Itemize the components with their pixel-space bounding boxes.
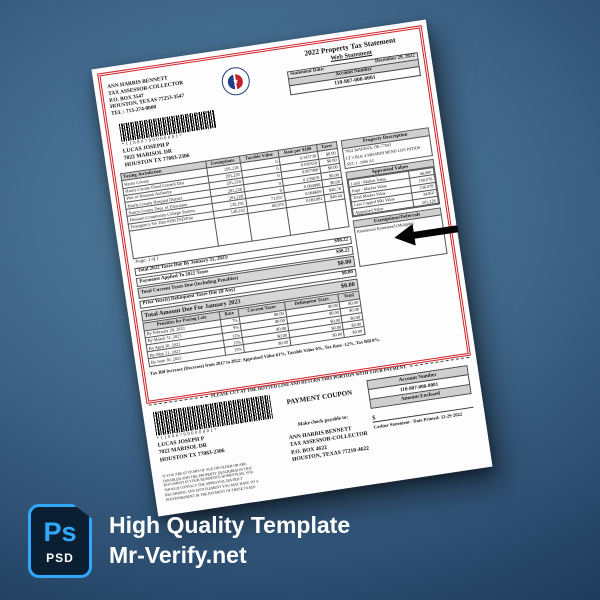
psd-label: PSD	[46, 551, 74, 565]
tax-statement-page: ANN HARRIS BENNETT TAX ASSESSOR-COLLECTOR…	[91, 19, 493, 517]
coupon-title: PAYMENT COUPON	[286, 388, 353, 407]
branding-line-1: High Quality Template	[109, 512, 351, 539]
summary-value: $0.00	[340, 280, 356, 290]
summary-value: $98.22	[334, 237, 349, 245]
senior-disabled-disclaimer: IF YOU ARE 65 YEARS OF AGE OR OLDER OR A…	[162, 461, 259, 503]
branding-text: High Quality Template Mr-Verify.net	[109, 511, 350, 571]
photoshop-psd-icon: Ps PSD	[28, 504, 92, 578]
payee-address-block: ANN HARRIS BENNETT TAX ASSESSOR-COLLECTOR…	[289, 423, 375, 464]
county-seal-icon: ★	[219, 65, 252, 98]
left-column: Taxing Jurisdiction Exemptions Taxable V…	[120, 141, 365, 367]
coupon-right: Account Number 110-807-000-0001 Amount E…	[366, 365, 481, 471]
currency-prefix: $	[371, 415, 376, 422]
branding-footer: Ps PSD High Quality Template Mr-Verify.n…	[28, 504, 350, 578]
coupon-left: *11080700000001* LUCAS JOSEPH P 7022 MARI…	[152, 394, 283, 503]
coupon-center: PAYMENT COUPON Make check payable to: AN…	[272, 381, 377, 485]
statement-section: ANN HARRIS BENNETT TAX ASSESSOR-COLLECTOR…	[96, 24, 472, 405]
statement-body: Taxing Jurisdiction Exemptions Taxable V…	[120, 127, 457, 367]
penalty-total: $0.00	[343, 326, 365, 338]
summary-value: $0.00	[341, 270, 354, 277]
summary-value: $0.00	[337, 258, 352, 268]
penalty-rate: 15%	[224, 344, 245, 355]
right-sidebar: Property Description 7022 MARISOL DR 770…	[340, 127, 448, 270]
summary-value: $98.22	[335, 248, 351, 256]
ps-logo-text: Ps	[43, 517, 77, 547]
title-block: 2022 Property Tax Statement Web Statemen…	[284, 32, 421, 95]
branding-line-2: Mr-Verify.net	[109, 542, 247, 568]
